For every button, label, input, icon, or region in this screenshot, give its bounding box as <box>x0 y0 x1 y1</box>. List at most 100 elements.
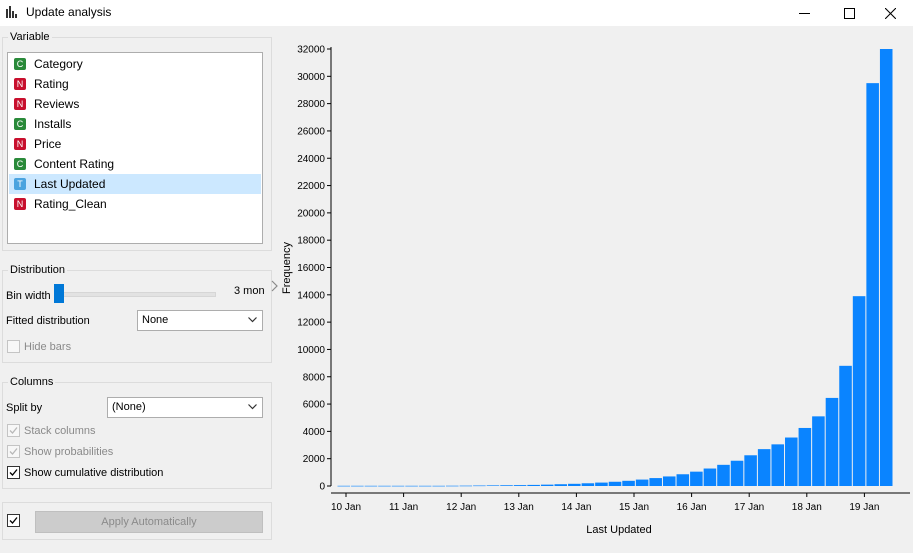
histogram-bar <box>771 444 785 486</box>
show-cumulative-label: Show cumulative distribution <box>24 467 164 479</box>
show-probabilities-checkbox[interactable] <box>7 445 20 458</box>
hide-bars-checkbox[interactable] <box>7 340 20 353</box>
histogram-bar <box>757 449 771 486</box>
histogram-bar <box>676 474 690 486</box>
histogram-bar <box>554 484 568 486</box>
y-axis-label: Frequency <box>281 242 293 294</box>
variable-type-badge: C <box>14 118 26 130</box>
maximize-icon <box>843 7 855 19</box>
y-tick-label: 24000 <box>297 154 325 165</box>
y-tick-label: 30000 <box>297 72 325 83</box>
variable-list[interactable]: C Category N Rating N Reviews C Installs N Price C… <box>7 52 263 244</box>
histogram-bar <box>364 485 378 487</box>
stack-columns-checkbox[interactable] <box>7 424 20 437</box>
histogram-bar <box>351 485 364 487</box>
histogram-bar <box>785 437 798 486</box>
minimize-button[interactable] <box>781 0 827 26</box>
y-tick-label: 10000 <box>297 345 325 356</box>
variable-list-item[interactable]: T Last Updated <box>9 174 261 194</box>
variable-list-label: Content Rating <box>34 157 115 171</box>
checkmark-icon <box>9 427 18 434</box>
histogram-bar <box>432 485 445 487</box>
y-tick-label: 20000 <box>297 208 325 219</box>
y-tick-label: 28000 <box>297 99 325 110</box>
variable-list-item[interactable]: N Rating_Clean <box>9 194 261 214</box>
variable-type-badge: N <box>14 198 26 210</box>
columns-group <box>2 382 272 489</box>
x-tick-label: 19 Jan <box>849 502 879 513</box>
variable-type-badge: N <box>14 98 26 110</box>
variable-type-badge: N <box>14 78 26 90</box>
x-tick-label: 18 Jan <box>792 502 822 513</box>
bin-width-slider-handle[interactable] <box>54 284 64 303</box>
close-button[interactable] <box>867 0 913 26</box>
x-tick-label: 17 Jan <box>734 502 764 513</box>
histogram-bar <box>649 478 662 486</box>
distribution-group-title: Distribution <box>8 264 68 276</box>
y-tick-label: 8000 <box>303 372 326 383</box>
y-tick-label: 18000 <box>297 236 325 247</box>
histogram-bar <box>337 485 351 487</box>
histogram-bar <box>703 468 717 486</box>
histogram-bar <box>622 480 635 486</box>
histogram-bar <box>459 485 473 487</box>
histogram-bar <box>839 365 852 486</box>
histogram-bar <box>568 483 581 486</box>
variable-list-item[interactable]: N Reviews <box>9 94 261 114</box>
split-by-value: (None) <box>112 401 146 413</box>
y-tick-label: 22000 <box>297 181 325 192</box>
x-tick-label: 16 Jan <box>677 502 707 513</box>
variable-list-label: Reviews <box>34 97 80 111</box>
histogram-bar <box>486 485 500 486</box>
variable-type-badge: N <box>14 138 26 150</box>
variable-list-item[interactable]: N Rating <box>9 74 261 94</box>
title-bar: Update analysis <box>0 0 913 26</box>
variable-list-item[interactable]: N Price <box>9 134 261 154</box>
maximize-button[interactable] <box>826 0 872 26</box>
y-tick-label: 32000 <box>297 45 325 56</box>
histogram-bar <box>527 484 540 486</box>
y-tick-label: 14000 <box>297 290 325 301</box>
variable-list-label: Price <box>34 137 62 151</box>
x-tick-label: 14 Jan <box>561 502 591 513</box>
bin-width-label: Bin width <box>6 290 51 302</box>
apply-automatically-checkbox[interactable] <box>7 514 20 527</box>
variable-list-label: Last Updated <box>34 177 106 191</box>
apply-automatically-button[interactable]: Apply Automatically <box>35 511 263 533</box>
histogram-bar <box>405 485 418 487</box>
y-tick-label: 6000 <box>303 400 326 411</box>
histogram-bar <box>513 485 527 486</box>
x-tick-label: 11 Jan <box>389 502 418 513</box>
variable-group <box>2 37 272 251</box>
collapse-panel-arrow-icon[interactable] <box>271 280 278 292</box>
fitted-distribution-value: None <box>142 314 169 326</box>
x-axis-label: Last Updated <box>586 524 651 536</box>
histogram-bar <box>445 485 459 487</box>
y-tick-label: 12000 <box>297 318 325 329</box>
fitted-distribution-select[interactable]: None <box>137 310 263 331</box>
variable-list-label: Rating_Clean <box>34 197 107 211</box>
histogram-bar <box>798 427 812 486</box>
histogram-bar <box>744 455 757 486</box>
variable-list-item[interactable]: C Content Rating <box>9 154 261 174</box>
close-icon <box>884 7 896 19</box>
variable-type-badge: C <box>14 158 26 170</box>
histogram-bar <box>717 464 730 486</box>
histogram-bar <box>866 83 879 486</box>
variable-list-item[interactable]: C Installs <box>9 114 261 134</box>
chevron-down-icon <box>248 404 257 410</box>
histogram-bar <box>879 49 893 486</box>
variable-list-label: Rating <box>34 77 69 91</box>
checkmark-icon <box>9 517 18 524</box>
chevron-down-icon <box>248 317 257 323</box>
y-tick-label: 0 <box>319 482 325 493</box>
show-probabilities-label: Show probabilities <box>24 446 114 458</box>
stack-columns-label: Stack columns <box>24 425 96 437</box>
apply-group <box>2 502 272 540</box>
split-by-select[interactable]: (None) <box>107 397 263 418</box>
variable-list-item[interactable]: C Category <box>9 54 261 74</box>
show-cumulative-checkbox[interactable] <box>7 466 20 479</box>
histogram-bar <box>852 296 866 486</box>
histogram-bar <box>581 483 595 486</box>
